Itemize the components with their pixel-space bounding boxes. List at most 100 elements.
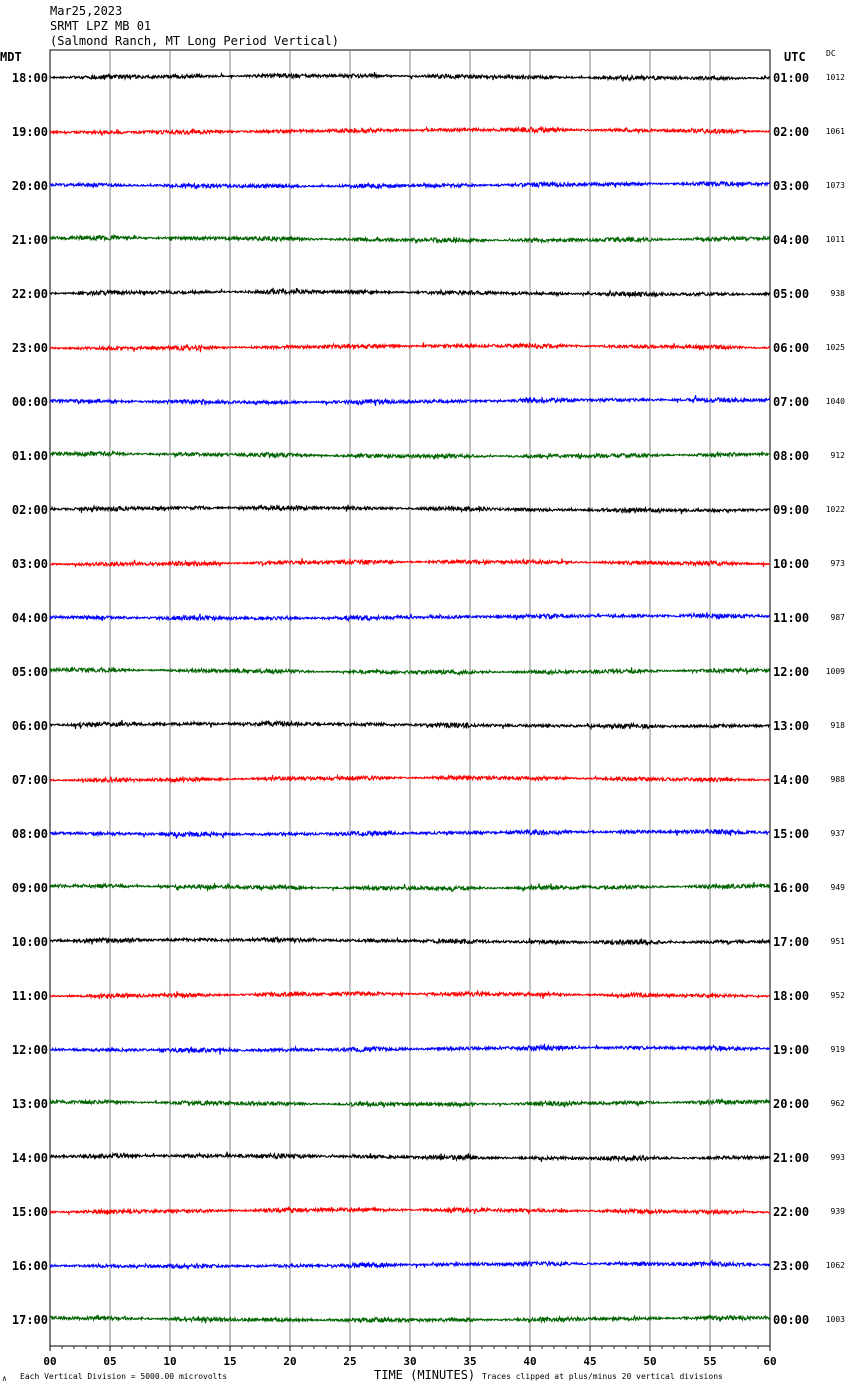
row-label-local: 03:00: [12, 557, 48, 571]
row-label-utc: 02:00: [773, 125, 809, 139]
row-label-utc: 04:00: [773, 233, 809, 247]
row-label-utc: 22:00: [773, 1205, 809, 1219]
x-tick-label: 25: [343, 1355, 356, 1368]
x-tick-label: 40: [523, 1355, 536, 1368]
row-label-utc: 07:00: [773, 395, 809, 409]
row-label-utc: 14:00: [773, 773, 809, 787]
row-dc-value: 1040: [826, 397, 845, 406]
x-axis-title: TIME (MINUTES): [374, 1368, 476, 1382]
trace-line: [49, 180, 771, 190]
x-tick-label: 60: [763, 1355, 776, 1368]
row-label-local: 16:00: [12, 1259, 48, 1273]
row-dc-value: 973: [831, 559, 846, 568]
x-tick-label: 15: [223, 1355, 236, 1368]
x-tick-label: 20: [283, 1355, 296, 1368]
row-label-utc: 18:00: [773, 989, 809, 1003]
row-label-local: 10:00: [12, 935, 48, 949]
row-label-utc: 17:00: [773, 935, 809, 949]
row-label-local: 18:00: [12, 71, 48, 85]
row-label-utc: 09:00: [773, 503, 809, 517]
row-label-local: 07:00: [12, 773, 48, 787]
row-label-local: 22:00: [12, 287, 48, 301]
row-label-utc: 16:00: [773, 881, 809, 895]
row-label-local: 08:00: [12, 827, 48, 841]
footer-mark: ∧: [2, 1374, 7, 1383]
row-label-utc: 10:00: [773, 557, 809, 571]
row-dc-value: 939: [831, 1207, 846, 1216]
trace-line: [49, 1205, 771, 1216]
trace-line: [49, 881, 771, 893]
station-code: SRMT LPZ MB 01: [50, 19, 152, 33]
row-dc-value: 918: [831, 721, 846, 730]
row-label-local: 20:00: [12, 179, 48, 193]
x-tick-label: 35: [463, 1355, 476, 1368]
row-label-utc: 00:00: [773, 1313, 809, 1327]
row-label-local: 17:00: [12, 1313, 48, 1327]
x-tick-label: 00: [43, 1355, 56, 1368]
row-label-utc: 11:00: [773, 611, 809, 625]
row-dc-value: 951: [831, 937, 846, 946]
clip-note: Traces clipped at plus/minus 20 vertical…: [482, 1372, 723, 1381]
trace-line: [49, 1258, 771, 1271]
row-label-local: 14:00: [12, 1151, 48, 1165]
x-tick-label: 30: [403, 1355, 416, 1368]
left-timezone-label: MDT: [0, 50, 22, 64]
scale-note: Each Vertical Division = 5000.00 microvo…: [20, 1372, 228, 1381]
x-tick-label: 55: [703, 1355, 716, 1368]
row-dc-value: 1061: [826, 127, 845, 136]
trace-line: [49, 449, 771, 461]
trace-line: [49, 828, 770, 839]
right-timezone-label: UTC: [784, 50, 806, 64]
row-label-utc: 03:00: [773, 179, 809, 193]
row-dc-value: 1062: [826, 1261, 845, 1270]
trace-line: [49, 342, 771, 353]
row-dc-value: 993: [831, 1153, 846, 1162]
row-label-local: 21:00: [12, 233, 48, 247]
row-label-local: 04:00: [12, 611, 48, 625]
row-dc-value: 987: [831, 613, 846, 622]
row-label-local: 06:00: [12, 719, 48, 733]
row-dc-value: 919: [831, 1045, 846, 1054]
row-label-utc: 13:00: [773, 719, 809, 733]
trace-line: [49, 666, 771, 677]
row-dc-value: 1022: [826, 505, 845, 514]
trace-line: [49, 773, 771, 784]
row-label-utc: 08:00: [773, 449, 809, 463]
row-label-utc: 12:00: [773, 665, 809, 679]
row-dc-value: 952: [831, 991, 846, 1000]
station-location: (Salmond Ranch, MT Long Period Vertical): [50, 34, 339, 48]
row-dc-value: 937: [831, 829, 846, 838]
trace-line: [49, 287, 770, 299]
row-label-local: 02:00: [12, 503, 48, 517]
row-label-utc: 05:00: [773, 287, 809, 301]
row-dc-value: 1025: [826, 343, 845, 352]
row-label-utc: 15:00: [773, 827, 809, 841]
trace-line: [49, 125, 771, 137]
trace-line: [49, 1098, 771, 1109]
row-dc-value: 1011: [826, 235, 845, 244]
row-dc-value: 912: [831, 451, 846, 460]
trace-line: [49, 611, 771, 623]
trace-line: [49, 1151, 771, 1163]
row-label-utc: 20:00: [773, 1097, 809, 1111]
row-dc-value: 962: [831, 1099, 846, 1108]
row-dc-value: 988: [831, 775, 846, 784]
row-label-utc: 19:00: [773, 1043, 809, 1057]
trace-line: [49, 935, 771, 947]
row-dc-value: 1073: [826, 181, 845, 190]
trace-line: [49, 1314, 771, 1324]
row-label-utc: 23:00: [773, 1259, 809, 1273]
row-label-utc: 21:00: [773, 1151, 809, 1165]
row-label-local: 11:00: [12, 989, 48, 1003]
row-label-local: 12:00: [12, 1043, 48, 1057]
row-dc-value: 938: [831, 289, 846, 298]
plot-date: Mar25,2023: [50, 4, 123, 18]
x-tick-label: 10: [163, 1355, 176, 1368]
trace-line: [49, 1043, 771, 1055]
row-label-local: 01:00: [12, 449, 48, 463]
row-dc-value: 1012: [826, 73, 845, 82]
row-dc-value: 949: [831, 883, 846, 892]
row-label-local: 23:00: [12, 341, 48, 355]
trace-line: [49, 557, 771, 569]
